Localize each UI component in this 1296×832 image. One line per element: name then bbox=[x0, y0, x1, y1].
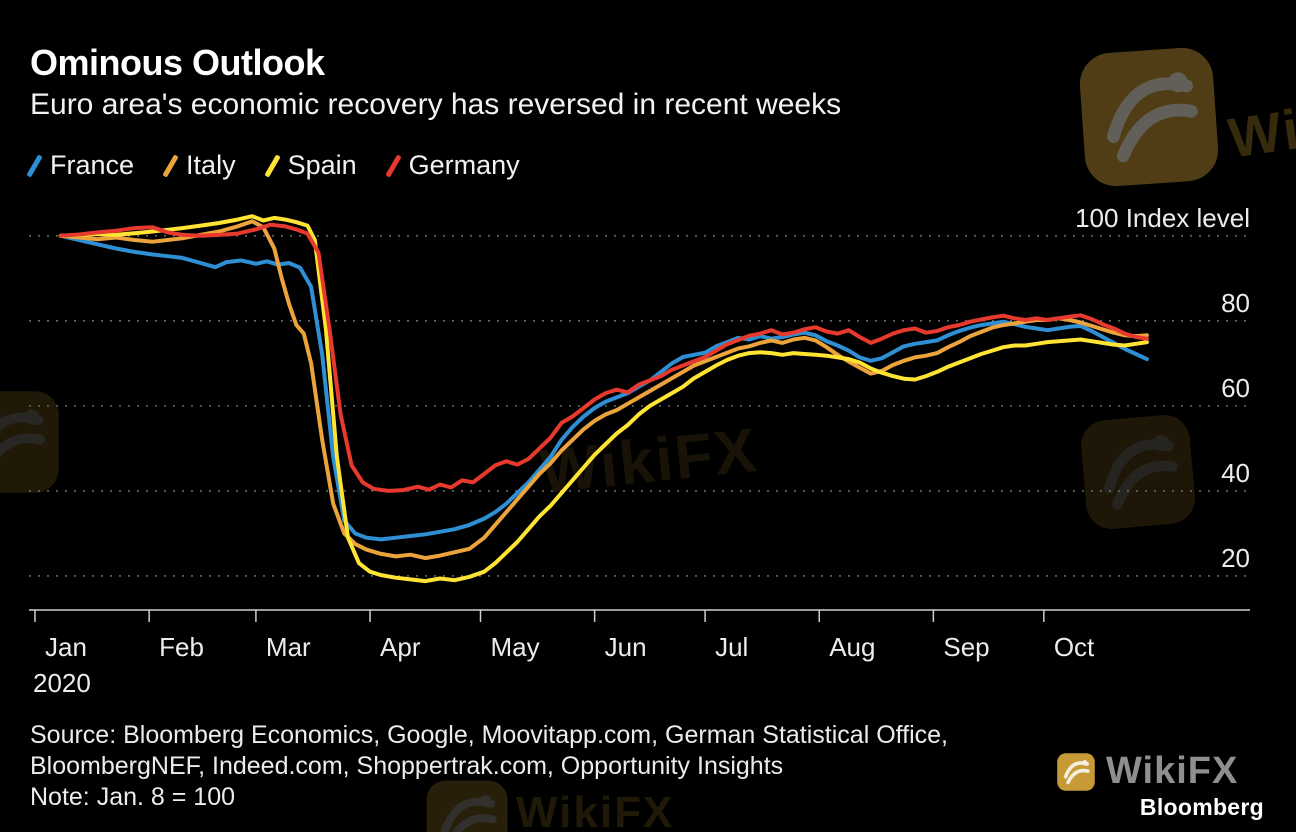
x-axis-tick-label: Mar bbox=[266, 632, 311, 662]
legend-label-italy: Italy bbox=[186, 150, 236, 180]
legend-label-germany: Germany bbox=[408, 150, 520, 180]
series-line-italy bbox=[58, 219, 1149, 561]
chart-title: Ominous Outlook bbox=[30, 42, 325, 83]
italy-line-swatch-icon bbox=[162, 153, 179, 178]
y-axis-tick-label: 20 bbox=[1221, 543, 1250, 573]
series-line-france bbox=[58, 233, 1149, 542]
series-line-germany bbox=[58, 222, 1149, 493]
source-line-1: Source: Bloomberg Economics, Google, Moo… bbox=[30, 721, 948, 749]
x-axis-tick-label: Feb bbox=[159, 632, 204, 662]
legend-item-france: France bbox=[26, 150, 135, 181]
legend: France Italy Spain Germany bbox=[26, 150, 520, 181]
spain-line-swatch-icon bbox=[263, 153, 281, 178]
x-axis-tick-label: Oct bbox=[1054, 632, 1095, 662]
x-axis-tick-label: Jan bbox=[45, 632, 87, 662]
x-axis-tick-label: Apr bbox=[380, 632, 421, 662]
wikifx-brand-text: WikiFX bbox=[1106, 750, 1239, 792]
legend-label-france: France bbox=[50, 150, 135, 180]
series-line-spain bbox=[58, 214, 1149, 584]
wikifx-brand: WikiFX bbox=[1056, 750, 1238, 793]
chart-subtitle: Euro area's economic recovery has revers… bbox=[30, 88, 842, 121]
bloomberg-logo-text: Bloomberg bbox=[1139, 794, 1264, 820]
legend-item-germany: Germany bbox=[384, 150, 520, 181]
germany-line-swatch-icon bbox=[384, 153, 402, 178]
y-axis-tick-label: 100 Index level bbox=[1075, 203, 1250, 233]
y-axis-tick-label: 80 bbox=[1221, 288, 1250, 318]
x-axis-tick-label: Jul bbox=[715, 632, 748, 662]
y-axis-tick-label: 40 bbox=[1221, 458, 1250, 488]
source-note: Source: Bloomberg Economics, Google, Moo… bbox=[30, 720, 948, 813]
x-axis-tick-label: Sep bbox=[943, 632, 989, 662]
x-axis-year-label: 2020 bbox=[33, 668, 91, 698]
y-axis-tick-label: 60 bbox=[1221, 373, 1250, 403]
note-line: Note: Jan. 8 = 100 bbox=[30, 783, 236, 811]
x-axis-tick-label: Aug bbox=[829, 632, 875, 662]
x-axis-tick-label: May bbox=[491, 632, 540, 662]
legend-item-spain: Spain bbox=[263, 150, 357, 181]
wikifx-logo-icon bbox=[1056, 752, 1096, 792]
source-line-2: BloombergNEF, Indeed.com, Shoppertrak.co… bbox=[30, 752, 784, 780]
legend-item-italy: Italy bbox=[162, 150, 236, 181]
x-axis-tick-label: Jun bbox=[605, 632, 647, 662]
legend-label-spain: Spain bbox=[287, 150, 357, 180]
